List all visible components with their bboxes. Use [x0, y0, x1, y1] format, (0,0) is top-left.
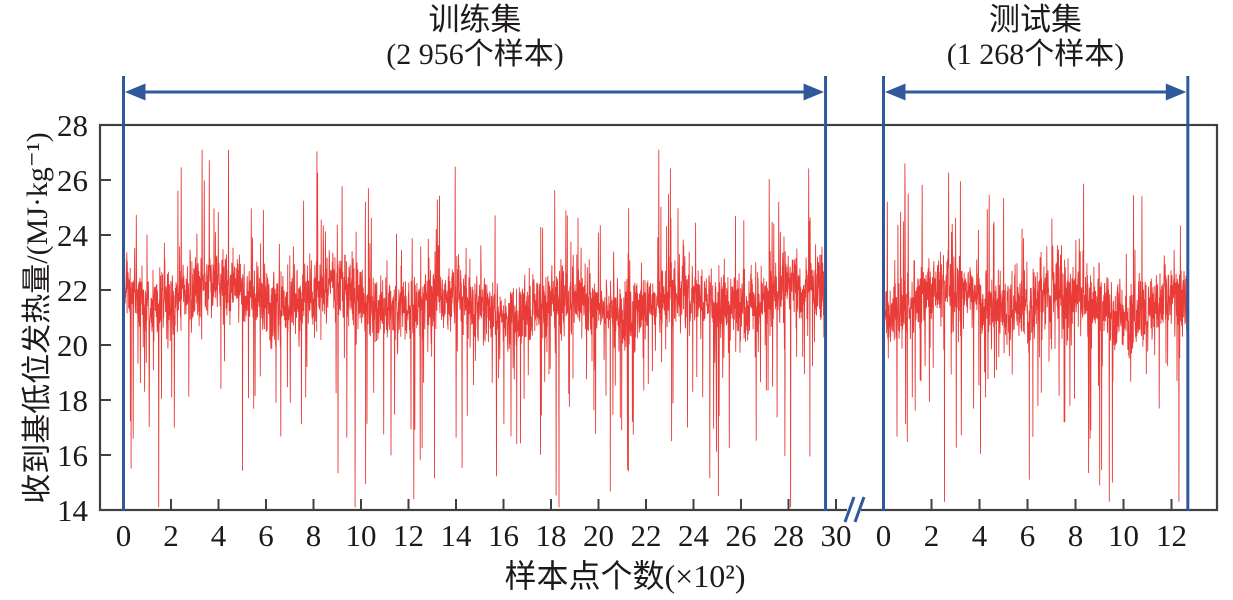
test-series-line [883, 163, 1189, 502]
train-range-arrow-left-head [125, 83, 146, 101]
x-tick-label: 4 [972, 518, 988, 553]
x-tick-label: 14 [441, 518, 473, 553]
y-tick-label: 16 [57, 438, 88, 473]
x-tick-label: 6 [1020, 518, 1036, 553]
test-set-annotation: 测试集 (1 268个样本) [884, 2, 1187, 72]
test-set-count: (1 268个样本) [946, 38, 1125, 71]
y-tick-label: 18 [57, 383, 88, 418]
axis-break-mark [853, 496, 866, 523]
y-tick-label: 20 [57, 328, 88, 363]
x-tick-label: 0 [116, 518, 132, 553]
x-tick-label: 20 [583, 518, 614, 553]
train-range-arrow-right-head [803, 83, 825, 101]
test-range-arrow-right-head [1165, 83, 1187, 101]
x-tick-label: 6 [258, 518, 274, 553]
x-tick-label: 12 [393, 518, 424, 553]
axis-break-mark [843, 496, 856, 523]
x-tick-label: 24 [678, 518, 710, 553]
plot-frame [98, 123, 1219, 512]
x-tick-label: 2 [163, 518, 179, 553]
x-tick-label: 26 [726, 518, 757, 553]
x-tick-label: 16 [488, 518, 519, 553]
y-tick-label: 22 [57, 273, 88, 308]
training-set-annotation: 训练集 (2 956个样本) [124, 2, 826, 72]
training-set-count: (2 956个样本) [386, 38, 564, 71]
x-tick-label: 2 [924, 518, 940, 553]
x-axis-title: 样本点个数(×10²) [504, 558, 746, 594]
y-tick-label: 26 [57, 163, 88, 198]
test-range-arrow-left-head [885, 83, 906, 101]
test-set-title: 测试集 [989, 2, 1082, 37]
train-series-line [123, 149, 826, 508]
training-set-title: 训练集 [428, 2, 522, 37]
x-tick-label: 4 [211, 518, 227, 553]
y-tick-label: 24 [57, 218, 89, 253]
x-tick-label: 12 [1156, 518, 1187, 553]
y-tick-label: 28 [57, 108, 88, 143]
x-tick-label: 10 [1108, 518, 1139, 553]
y-tick-label: 14 [57, 493, 89, 528]
x-tick-label: 28 [773, 518, 804, 553]
x-tick-label: 18 [536, 518, 567, 553]
x-tick-label: 30 [821, 518, 852, 553]
x-tick-label: 0 [876, 518, 892, 553]
x-tick-label: 22 [631, 518, 662, 553]
x-tick-label: 10 [346, 518, 377, 553]
x-tick-label: 8 [1068, 518, 1084, 553]
x-tick-label: 8 [306, 518, 322, 553]
